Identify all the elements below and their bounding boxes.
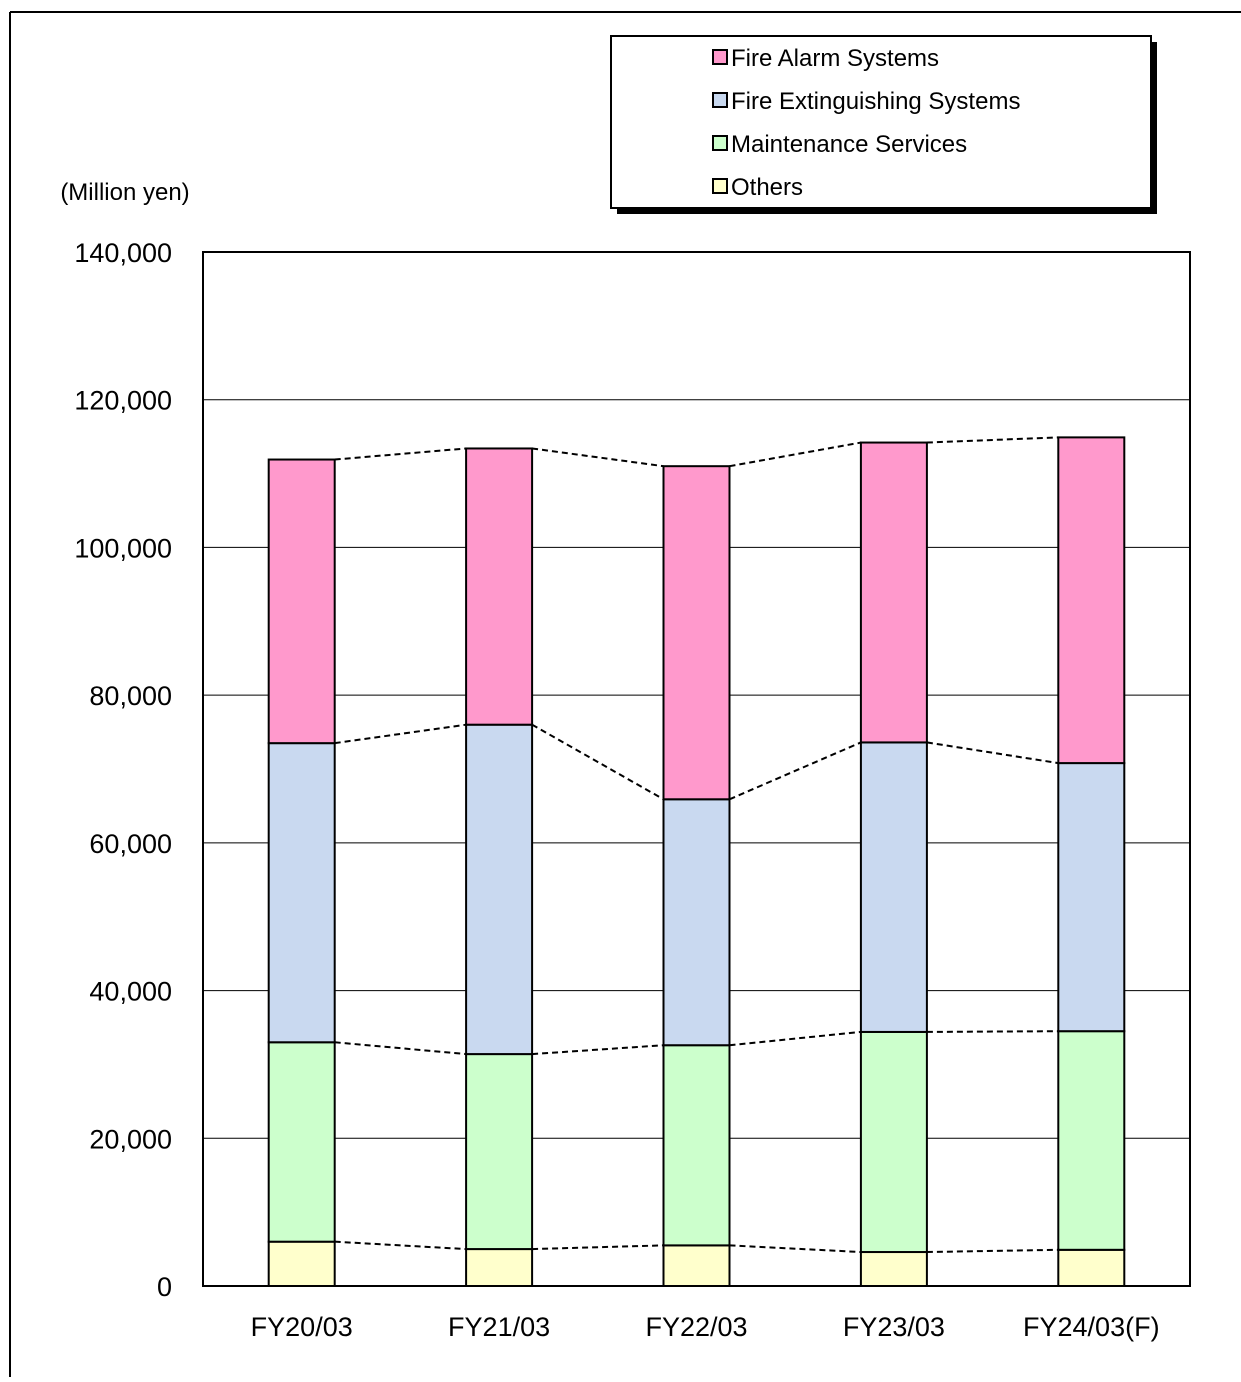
series-connector-line [532,1044,664,1056]
bar-segment [1057,762,1126,1033]
x-tick-label: FY21/03 [448,1312,550,1342]
series-connector-line [729,441,862,468]
series-connector-line [926,1248,1059,1254]
series-connector-line [926,436,1059,444]
bar-segment [267,1041,336,1243]
y-axis-tick-labels: 0 20,000 40,000 60,000 80,000 100,000 120,000 1… [74,238,172,1302]
y-axis-unit-label: (Million yen) [60,179,189,206]
series-connector-line [926,741,1059,765]
series-connector-line [531,447,664,468]
legend-swatch [712,135,728,151]
plot-area-border [202,251,1191,1287]
legend-swatch [712,178,728,194]
bar-segment [859,1251,928,1288]
y-tick-label: 60,000 [89,829,172,859]
bar-segment [662,798,731,1047]
bar-segment [267,1240,336,1287]
y-tick-label: 40,000 [89,977,172,1007]
bar-segment [1057,1030,1126,1251]
x-tick-label: FY24/03(F) [1023,1312,1160,1342]
y-tick-label: 140,000 [74,238,172,268]
series-connector-line [531,723,664,801]
x-tick-label: FY20/03 [251,1312,353,1342]
bar-segment [662,1044,731,1247]
series-connector-line [334,723,467,745]
y-tick-label: 100,000 [74,533,172,563]
x-tick-label: FY22/03 [645,1312,747,1342]
bar-segment [859,741,928,1033]
series-connector-line [729,1030,862,1047]
series-connector-line [532,1244,664,1251]
bar-segment [267,458,336,745]
bar-segment [662,1244,731,1287]
bar-segment [465,1248,534,1287]
series-connector-line [729,741,862,801]
legend-swatch [712,49,728,65]
legend-label: Others [731,174,803,201]
bar-segment [465,447,534,726]
bar-segment [859,1030,928,1254]
legend-label: Fire Alarm Systems [731,45,939,72]
y-tick-label: 120,000 [74,386,172,416]
series-connector-line [334,1240,467,1251]
series-connector-line [926,1030,1059,1033]
bar-segment [267,742,336,1044]
bar-segment [465,1053,534,1251]
bar-segment [1057,436,1126,765]
legend-box [610,35,1152,209]
y-tick-label: 80,000 [89,681,172,711]
series-connector-line [334,447,467,461]
series-connector-line [334,1041,467,1056]
y-tick-label: 0 [157,1272,172,1302]
series-connector-lines [334,436,1059,1254]
bars [267,436,1126,1288]
bar-segment [662,465,731,801]
series-connector-line [729,1244,861,1254]
x-axis-tick-labels: FY20/03 FY21/03 FY22/03 FY23/03 FY24/03(F) [251,1312,1160,1342]
legend-label: Maintenance Services [731,131,967,158]
x-tick-label: FY23/03 [843,1312,945,1342]
legend: Fire Alarm Systems Fire Extinguishing Sys… [610,35,1157,214]
bar-segment [1057,1248,1126,1288]
y-tick-label: 20,000 [89,1124,172,1154]
legend-swatch [712,92,728,108]
bar-segment [859,441,928,744]
bar-segment [465,723,534,1056]
legend-label: Fire Extinguishing Systems [731,88,1020,115]
